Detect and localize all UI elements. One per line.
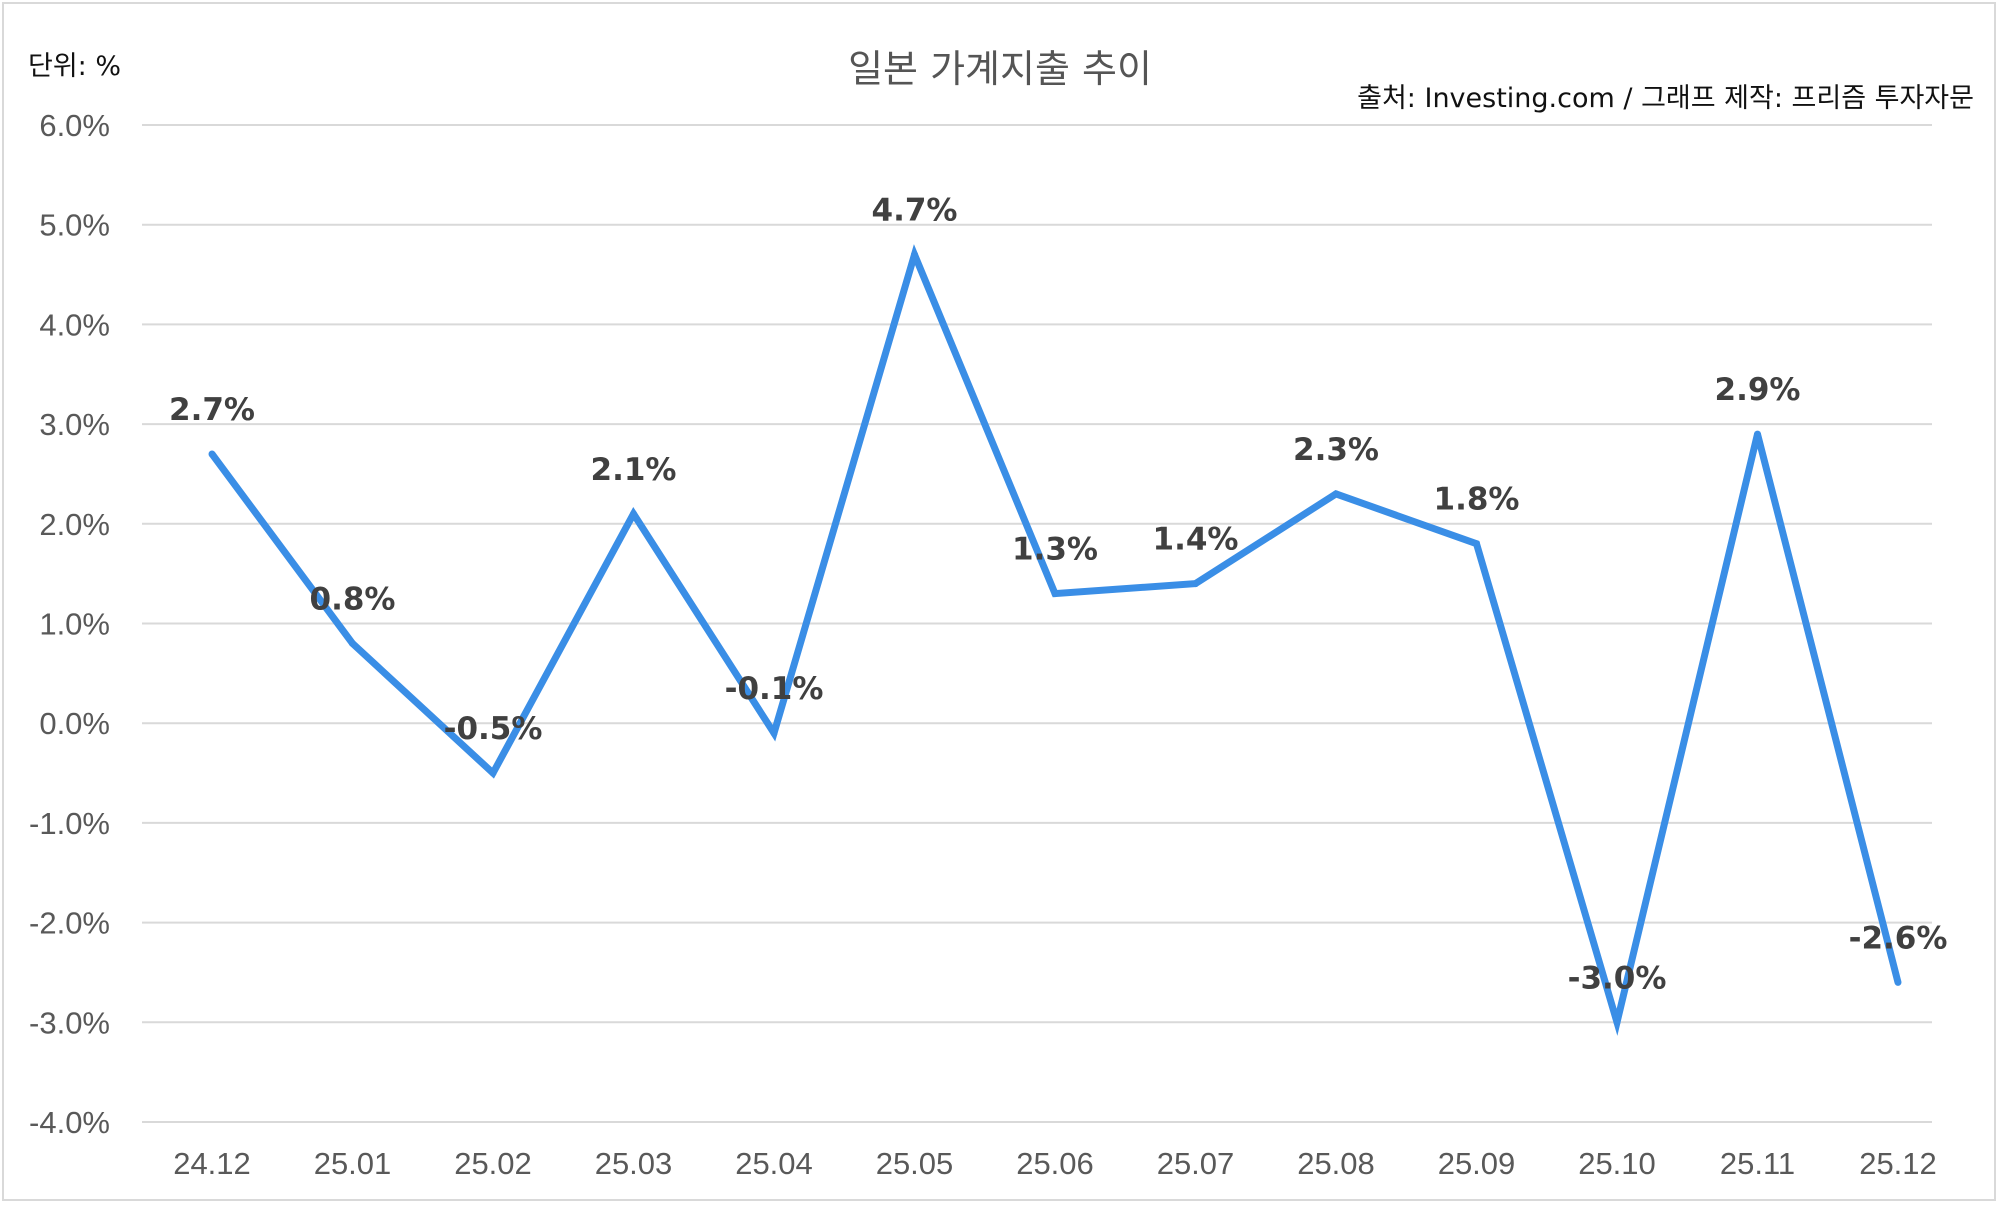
data-label: -0.1%: [725, 671, 824, 707]
x-tick-label: 25.03: [595, 1146, 673, 1181]
data-label: 1.3%: [1012, 532, 1098, 568]
data-label: 1.4%: [1153, 522, 1239, 558]
data-point: [349, 639, 356, 647]
y-tick-label: -4.0%: [29, 1105, 110, 1140]
data-label: 2.9%: [1715, 372, 1801, 408]
y-tick-label: -3.0%: [29, 1005, 110, 1040]
y-tick-label: 0.0%: [39, 706, 110, 741]
data-point: [1051, 590, 1059, 598]
y-tick-label: 4.0%: [39, 307, 110, 342]
x-tick-label: 25.05: [876, 1146, 954, 1181]
x-tick-label: 25.12: [1859, 1146, 1937, 1181]
data-point: [208, 450, 216, 458]
y-tick-label: -1.0%: [29, 806, 110, 841]
data-label: 1.8%: [1434, 482, 1520, 518]
x-tick-label: 25.08: [1297, 1146, 1375, 1181]
y-tick-label: 3.0%: [39, 407, 110, 442]
y-tick-label: 2.0%: [39, 507, 110, 542]
series-line: [209, 244, 1902, 1036]
y-tick-label: -2.0%: [29, 906, 110, 941]
chart-title: 일본 가계지출 추이: [848, 47, 1152, 91]
x-tick-label: 25.04: [735, 1146, 813, 1181]
data-label: 2.7%: [169, 392, 255, 428]
gridlines: [142, 124, 1932, 1123]
data-point: [1754, 430, 1761, 438]
data-point: [1894, 978, 1902, 986]
data-point: [770, 729, 778, 737]
x-axis-tick-labels: 24.12 25.01 25.02 25.03 25.04 25.05 25.06 25.07…: [173, 1146, 1937, 1181]
data-label: 0.8%: [310, 581, 396, 617]
data-label: -0.5%: [444, 711, 543, 747]
x-tick-label: 25.02: [454, 1146, 532, 1181]
x-tick-label: 25.01: [314, 1146, 392, 1181]
x-tick-label: 25.09: [1438, 1146, 1516, 1181]
y-tick-label: 1.0%: [39, 607, 110, 642]
x-tick-label: 25.07: [1157, 1146, 1235, 1181]
data-point: [489, 769, 497, 777]
data-labels: 2.7% 0.8% -0.5% 2.1% -0.1% 4.7% 1.3% 1.4% 2.3% 1.…: [169, 193, 1947, 997]
y-axis-tick-labels: 6.0% 5.0% 4.0% 3.0% 2.0% 1.0% 0.0% -1.0% -2.0% -3…: [29, 108, 110, 1140]
data-label: -3.0%: [1568, 960, 1667, 996]
data-point: [1332, 490, 1340, 498]
data-label: 2.3%: [1293, 432, 1379, 468]
series-line-group: [208, 244, 1902, 1036]
data-point: [911, 251, 918, 259]
data-point: [1473, 540, 1480, 548]
y-tick-label: 6.0%: [39, 108, 110, 143]
x-tick-label: 25.11: [1720, 1146, 1795, 1181]
data-label: -2.6%: [1849, 920, 1948, 956]
unit-label: 단위: %: [28, 51, 122, 82]
x-tick-label: 24.12: [173, 1146, 251, 1181]
data-label: 4.7%: [872, 193, 958, 229]
data-point: [630, 510, 637, 518]
data-point: [1192, 580, 1199, 588]
y-tick-label: 5.0%: [39, 208, 110, 243]
source-label: 출처: Investing.com / 그래프 제작: 프리즘 투자자문: [1357, 83, 1974, 114]
data-label: 2.1%: [591, 452, 677, 488]
x-tick-label: 25.06: [1016, 1146, 1094, 1181]
x-tick-label: 25.10: [1578, 1146, 1656, 1181]
data-point: [1613, 1018, 1621, 1026]
